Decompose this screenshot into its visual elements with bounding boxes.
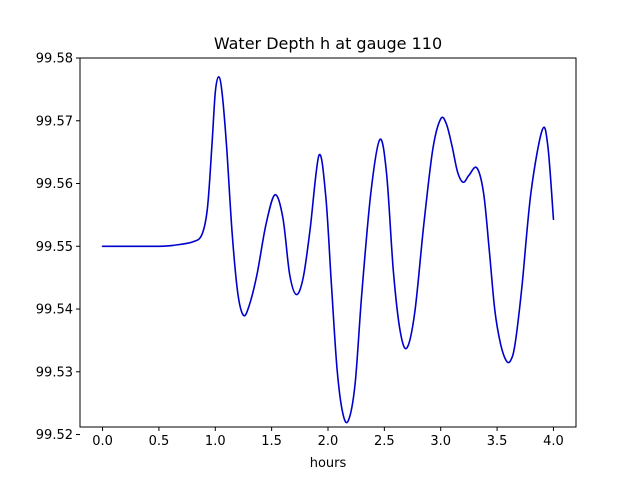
y-tick-label: 99.53 — [36, 365, 73, 380]
x-tick-label: 0.5 — [149, 434, 170, 449]
x-tick-label: 1.0 — [205, 434, 226, 449]
y-axis: 99.52 99.53 99.54 99.55 99.56 99.57 99.58 — [36, 52, 80, 443]
x-tick-label: 2.0 — [318, 434, 339, 449]
plot-frame — [79, 57, 577, 428]
x-tick-label: 3.5 — [487, 434, 508, 449]
series-line-0 — [101, 76, 555, 424]
y-tick-label: 99.52 — [36, 428, 73, 443]
x-axis-label: hours — [310, 456, 347, 471]
x-tick-label: 1.5 — [261, 434, 282, 449]
y-tick-label: 99.57 — [36, 114, 73, 129]
y-tick-label: 99.54 — [36, 303, 73, 318]
plot-area — [101, 76, 555, 424]
y-tick-label: 99.58 — [36, 52, 73, 67]
x-axis: 0.0 0.5 1.0 1.5 2.0 2.5 3.0 3.5 4.0 — [92, 427, 564, 449]
y-tick-label: 99.56 — [36, 177, 73, 192]
x-tick-label: 4.0 — [543, 434, 564, 449]
y-tick-label: 99.55 — [36, 240, 73, 255]
x-tick-label: 3.0 — [430, 434, 451, 449]
chart-title: Water Depth h at gauge 110 — [214, 34, 442, 53]
x-tick-label: 2.5 — [374, 434, 395, 449]
x-tick-label: 0.0 — [92, 434, 113, 449]
